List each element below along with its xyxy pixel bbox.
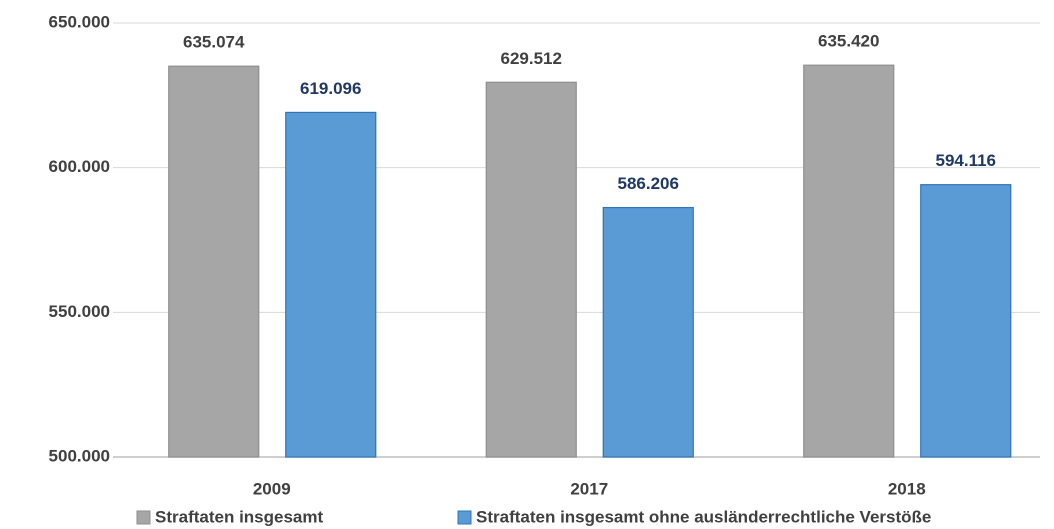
x-tick-label: 2018 — [888, 479, 926, 498]
data-label: 586.206 — [618, 174, 679, 193]
bar — [485, 81, 577, 458]
bar — [285, 111, 377, 458]
x-tick-label: 2017 — [570, 479, 608, 498]
x-tick-label: 2009 — [253, 479, 291, 498]
bar — [602, 206, 694, 458]
legend-swatch — [136, 510, 151, 525]
bar — [168, 65, 260, 458]
y-tick-label: 600.000 — [49, 157, 110, 176]
legend-label: Straftaten insgesamt ohne ausländerrecht… — [476, 507, 931, 526]
bar — [920, 184, 1012, 458]
data-label: 619.096 — [300, 79, 361, 98]
legend-swatch — [457, 510, 472, 525]
y-tick-label: 500.000 — [49, 446, 110, 465]
bar — [803, 64, 895, 458]
data-label: 635.420 — [818, 32, 879, 51]
data-label: 594.116 — [935, 151, 996, 170]
y-tick-label: 650.000 — [49, 12, 110, 31]
data-label: 629.512 — [501, 49, 562, 68]
y-tick-label: 550.000 — [49, 302, 110, 321]
legend-label: Straftaten insgesamt — [155, 507, 323, 526]
data-label: 635.074 — [183, 33, 245, 52]
